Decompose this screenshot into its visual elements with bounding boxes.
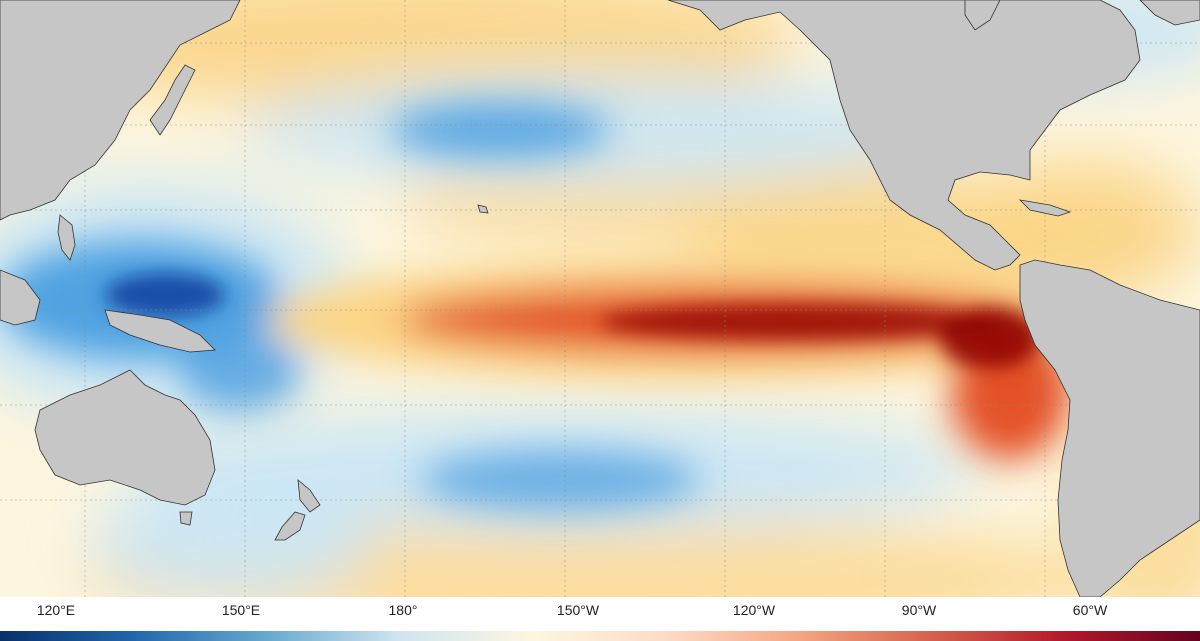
sw-pacific-cold-band <box>90 480 370 597</box>
x-tick-label: 90°W <box>901 602 937 618</box>
philippines-land <box>57 214 76 261</box>
map-canvas <box>0 0 1200 597</box>
asia-land <box>0 0 241 221</box>
new-zealand-south-land <box>274 511 306 541</box>
greenland-land <box>964 0 1001 31</box>
x-tick-label: 60°W <box>1072 602 1108 618</box>
europe-land <box>1139 0 1200 26</box>
equatorial-strong-warm <box>600 304 1000 340</box>
north-america-land <box>667 0 1141 271</box>
anomaly-field-mid <box>0 102 1110 510</box>
japan-land <box>149 64 196 136</box>
australia-land <box>34 369 216 506</box>
south-pacific-cold-core <box>420 450 700 510</box>
borneo-land <box>0 269 41 326</box>
colorbar <box>0 631 1200 641</box>
hawaii-land <box>477 204 489 214</box>
south-america-land <box>1019 259 1200 597</box>
x-tick-label: 150°E <box>221 602 261 618</box>
cuba-land <box>1018 199 1072 217</box>
equatorial-strong-warm-east <box>940 308 1040 368</box>
x-tick-label: 120°W <box>732 602 776 618</box>
north-pacific-cold-core <box>390 102 610 158</box>
x-tick-label: 180° <box>388 602 418 618</box>
anomaly-field-core <box>105 273 1040 368</box>
landmasses <box>0 0 1200 597</box>
new-guinea-land <box>104 309 216 353</box>
warm-pool-strong-cold <box>105 273 225 317</box>
x-tick-label: 150°W <box>556 602 600 618</box>
new-zealand-north-land <box>297 479 321 513</box>
tasmania-land <box>179 511 193 526</box>
x-tick-label: 120°E <box>36 602 76 618</box>
